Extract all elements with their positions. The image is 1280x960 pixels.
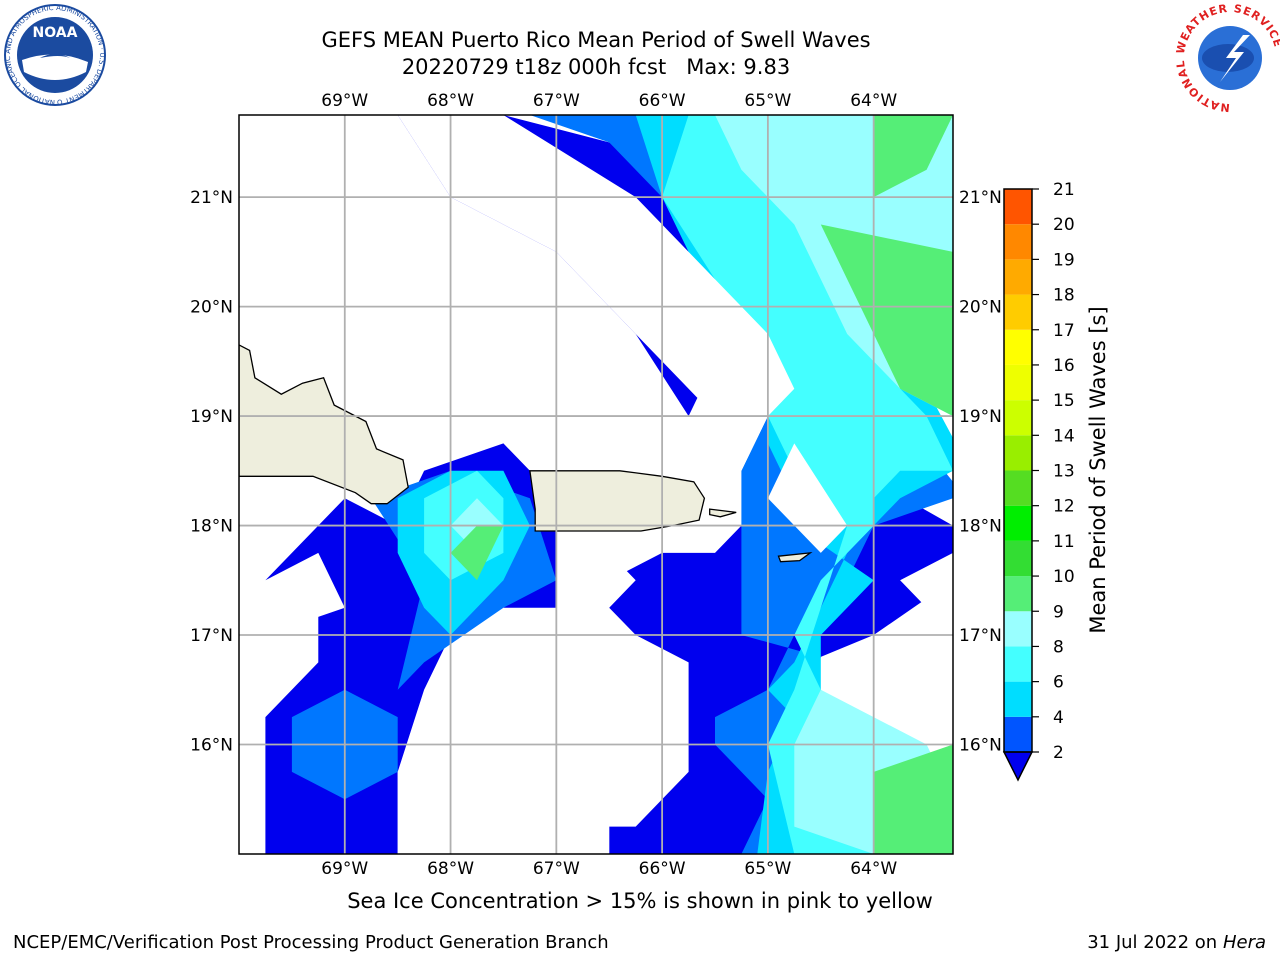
colorbar-tick-label: 8	[1053, 637, 1064, 657]
footer-credit: NCEP/EMC/Verification Post Processing Pr…	[13, 932, 609, 953]
max-value: Max: 9.83	[686, 55, 791, 79]
chart-subtitle: 20220729 t18z 000h fcst Max: 9.83	[0, 54, 1192, 80]
colorbar-segment	[1004, 611, 1032, 647]
lat-tick-label-left: 19°N	[190, 407, 233, 427]
contour-9-10-0	[820, 224, 953, 417]
contour-no-data-4	[900, 552, 953, 635]
colorbar-tick-label: 16	[1053, 356, 1075, 376]
colorbar-tick-label: 21	[1053, 180, 1075, 200]
lat-tick-label-left: 21°N	[190, 188, 233, 208]
lon-tick-label-bottom: 67°W	[533, 859, 580, 879]
colorbar-tick-label: 9	[1053, 602, 1064, 622]
colorbar-segment	[1004, 400, 1032, 436]
colorbar-tick-label: 12	[1053, 497, 1075, 517]
lon-tick-label-bottom: 68°W	[427, 859, 474, 879]
lon-tick-label-top: 64°W	[850, 91, 897, 111]
lat-tick-label-right: 18°N	[959, 517, 1002, 537]
colorbar-extend-arrow	[1002, 751, 1034, 782]
land-vieques	[709, 508, 737, 518]
contour-no-data-5	[397, 607, 663, 854]
lon-tick-label-top: 65°W	[744, 91, 791, 111]
land-puerto-rico	[529, 470, 706, 532]
lat-tick-label-right: 16°N	[959, 736, 1002, 756]
colorbar-tick-label: 14	[1053, 426, 1075, 446]
noaa-logo: NATIONAL OCEANIC AND ATMOSPHERIC ADMINIS…	[0, 0, 106, 106]
colorbar-segment	[1004, 294, 1032, 330]
land-st-croix	[777, 552, 813, 563]
sea-ice-caption: Sea Ice Concentration > 15% is shown in …	[347, 889, 933, 913]
lat-tick-label-right: 21°N	[959, 188, 1002, 208]
lon-tick-label-top: 66°W	[639, 91, 686, 111]
colorbar-segment	[1004, 470, 1032, 506]
lat-tick-label-left: 17°N	[190, 626, 233, 646]
chart-title: GEFS MEAN Puerto Rico Mean Period of Swe…	[321, 28, 871, 52]
lat-tick-label-right: 17°N	[959, 626, 1002, 646]
lon-tick-label-bottom: 66°W	[639, 859, 686, 879]
footer-date: 31 Jul 2022 on Hera	[1087, 932, 1266, 953]
nws-logo: NATIONAL WEATHER SERVICE	[1174, 2, 1280, 114]
colorbar-tick-label: 15	[1053, 391, 1075, 411]
map-area	[239, 115, 953, 854]
footer-host: Hera	[1222, 932, 1266, 953]
colorbar-label: Mean Period of Swell Waves [s]	[1086, 306, 1110, 634]
lon-tick-label-bottom: 64°W	[850, 859, 897, 879]
colorbar-segment	[1004, 224, 1032, 260]
colorbar-tick-label: 13	[1053, 462, 1075, 482]
colorbar-segment	[1004, 435, 1032, 471]
colorbar-tick-label: 19	[1053, 250, 1075, 270]
colorbar-segment	[1004, 540, 1032, 577]
contour-9-10-3	[450, 525, 504, 581]
footer-date-text: 31 Jul 2022 on	[1087, 932, 1223, 953]
colorbar-tick-label: 20	[1053, 215, 1075, 235]
colorbar-tick-label: 4	[1053, 708, 1064, 728]
colorbar-segment	[1004, 646, 1032, 682]
contour-no-data-0	[397, 115, 795, 471]
colorbar-segment	[1004, 681, 1032, 717]
lon-tick-label-top: 68°W	[427, 91, 474, 111]
lat-tick-label-right: 20°N	[959, 298, 1002, 318]
colorbar-segment	[1004, 329, 1032, 365]
lon-tick-label-bottom: 65°W	[744, 859, 791, 879]
colorbar-segment	[1004, 576, 1032, 612]
colorbar-tick-label: 18	[1053, 286, 1075, 306]
colorbar-segment	[1004, 364, 1032, 401]
lon-tick-label-top: 69°W	[321, 91, 368, 111]
land-hispaniola	[239, 344, 409, 505]
colorbar-segment	[1004, 716, 1032, 752]
contour-9-10-2	[873, 744, 953, 854]
lon-tick-label-top: 67°W	[533, 91, 580, 111]
lat-tick-label-left: 16°N	[190, 736, 233, 756]
contour-9-10-1	[873, 115, 953, 198]
colorbar-tick-label: 11	[1053, 532, 1075, 552]
colorbar-segment	[1004, 259, 1032, 295]
colorbar-tick-label: 2	[1053, 743, 1064, 763]
forecast-time: 20220729 t18z 000h fcst	[401, 55, 667, 79]
colorbar-tick-label: 10	[1053, 567, 1075, 587]
colorbar-tick-label: 6	[1053, 673, 1064, 693]
contour-no-data-3	[556, 498, 663, 635]
lat-tick-label-left: 18°N	[190, 517, 233, 537]
lat-tick-label-left: 20°N	[190, 298, 233, 318]
noaa-logo-text: NOAA	[33, 25, 78, 41]
colorbar-segment	[1004, 505, 1032, 541]
map-frame	[238, 114, 954, 855]
colorbar-tick-label: 17	[1053, 321, 1075, 341]
colorbar-segment	[1004, 189, 1032, 225]
lon-tick-label-bottom: 69°W	[321, 859, 368, 879]
lat-tick-label-right: 19°N	[959, 407, 1002, 427]
contour-no-data-2	[265, 552, 345, 635]
